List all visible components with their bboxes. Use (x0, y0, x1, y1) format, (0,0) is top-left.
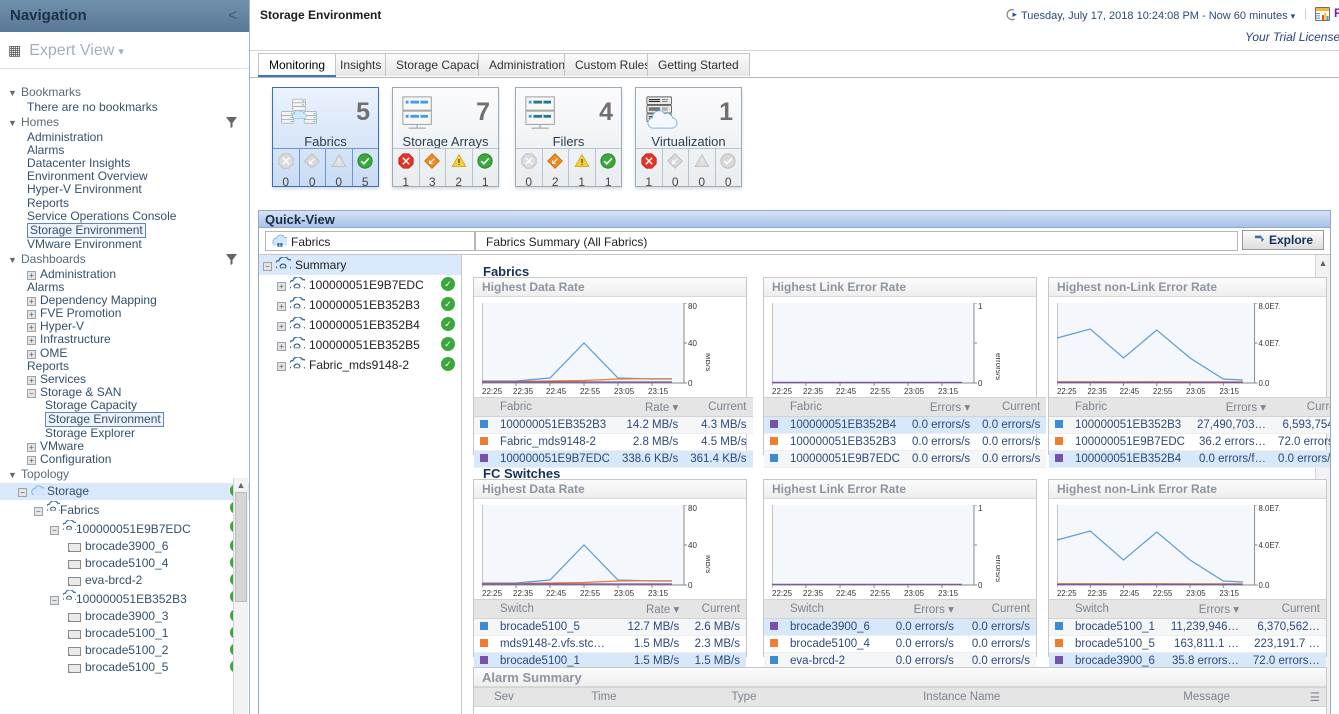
svg-text:22:55: 22:55 (1153, 387, 1173, 396)
svg-text:23:05: 23:05 (614, 589, 635, 598)
svg-text:8.0E7.0: 8.0E7.0 (1258, 303, 1280, 311)
svg-text:23:05: 23:05 (614, 387, 635, 396)
svg-text:22:25: 22:25 (482, 589, 503, 598)
svg-text:0: 0 (688, 581, 693, 590)
svg-text:22:55: 22:55 (580, 589, 601, 598)
svg-text:4.0E7.0: 4.0E7.0 (1258, 541, 1280, 550)
svg-text:4.0E7.0: 4.0E7.0 (1258, 339, 1280, 348)
svg-text:40: 40 (688, 339, 697, 348)
svg-text:22:35: 22:35 (803, 589, 824, 598)
svg-text:0: 0 (978, 581, 983, 590)
svg-text:22:55: 22:55 (870, 589, 891, 598)
svg-text:23:15: 23:15 (648, 387, 669, 396)
svg-text:80: 80 (688, 303, 697, 311)
svg-text:22:35: 22:35 (1087, 589, 1107, 598)
svg-text:errors/s: errors/s (994, 555, 1000, 582)
svg-text:errors/s: errors/s (994, 353, 1000, 380)
svg-text:22:55: 22:55 (1153, 589, 1173, 598)
svg-text:23:15: 23:15 (648, 589, 669, 598)
svg-text:22:35: 22:35 (803, 387, 824, 396)
svg-text:23:15: 23:15 (1219, 387, 1239, 396)
svg-text:23:05: 23:05 (1186, 589, 1206, 598)
svg-text:22:55: 22:55 (580, 387, 601, 396)
svg-text:22:25: 22:25 (1057, 589, 1077, 598)
svg-text:0.0: 0.0 (1258, 379, 1269, 388)
svg-text:22:25: 22:25 (482, 387, 503, 396)
svg-text:22:45: 22:45 (546, 589, 567, 598)
svg-text:22:35: 22:35 (513, 387, 534, 396)
svg-text:MB/s: MB/s (704, 555, 710, 573)
svg-text:23:05: 23:05 (904, 589, 925, 598)
svg-text:1: 1 (978, 303, 983, 311)
svg-text:23:15: 23:15 (938, 387, 959, 396)
svg-text:22:45: 22:45 (546, 387, 567, 396)
svg-text:22:45: 22:45 (836, 387, 857, 396)
svg-text:0: 0 (688, 379, 693, 388)
svg-text:23:15: 23:15 (1219, 589, 1239, 598)
svg-text:40: 40 (688, 541, 697, 550)
svg-text:0.0: 0.0 (1258, 581, 1269, 590)
svg-text:23:05: 23:05 (1186, 387, 1206, 396)
svg-text:0: 0 (978, 379, 983, 388)
svg-text:22:45: 22:45 (1120, 387, 1140, 396)
svg-text:1: 1 (978, 505, 983, 513)
svg-text:8.0E7.0: 8.0E7.0 (1258, 505, 1280, 513)
svg-text:23:15: 23:15 (938, 589, 959, 598)
svg-text:22:45: 22:45 (836, 589, 857, 598)
svg-text:22:35: 22:35 (1087, 387, 1107, 396)
svg-text:22:45: 22:45 (1120, 589, 1140, 598)
svg-text:22:55: 22:55 (870, 387, 891, 396)
svg-text:22:25: 22:25 (772, 589, 793, 598)
svg-text:80: 80 (688, 505, 697, 513)
svg-text:22:25: 22:25 (772, 387, 793, 396)
svg-text:MB/s: MB/s (704, 353, 710, 371)
svg-text:23:05: 23:05 (904, 387, 925, 396)
svg-text:22:25: 22:25 (1057, 387, 1077, 396)
svg-text:22:35: 22:35 (513, 589, 534, 598)
